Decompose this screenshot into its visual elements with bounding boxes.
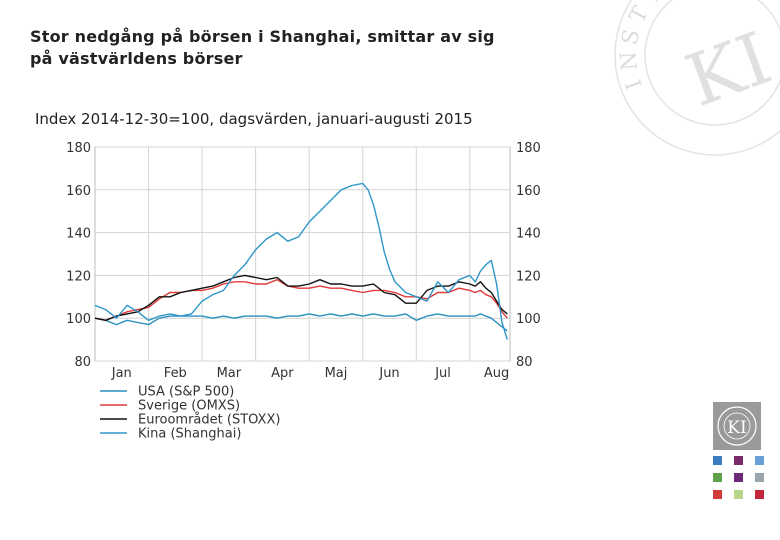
x-tick-label: Aug bbox=[484, 366, 509, 381]
series-line bbox=[94, 313, 508, 332]
color-square bbox=[734, 473, 743, 482]
series-line bbox=[94, 182, 508, 340]
color-square bbox=[734, 490, 743, 499]
y-tick-label-right: 180 bbox=[516, 141, 541, 156]
color-square bbox=[713, 456, 722, 465]
color-square bbox=[734, 456, 743, 465]
color-square bbox=[755, 490, 764, 499]
y-tick-label-left: 160 bbox=[66, 184, 91, 199]
color-square bbox=[713, 473, 722, 482]
y-tick-label-right: 160 bbox=[516, 184, 541, 199]
x-tick-label: Feb bbox=[164, 366, 187, 381]
color-square bbox=[755, 473, 764, 482]
series-line bbox=[94, 274, 508, 321]
watermark-letter: I bbox=[641, 0, 665, 7]
title-line-2: på västvärldens börser bbox=[30, 49, 243, 68]
watermark-letter: N bbox=[617, 50, 643, 71]
color-squares-grid bbox=[713, 456, 764, 499]
chart-subtitle: Index 2014-12-30=100, dagsvärden, januar… bbox=[35, 110, 473, 128]
y-tick-label-right: 120 bbox=[516, 269, 541, 284]
x-tick-label: Mar bbox=[217, 366, 242, 381]
chart-title: Stor nedgång på börsen i Shanghai, smitt… bbox=[30, 26, 550, 70]
line-chart: 80 80 100 100 120 120 140 140 160 160 180 180 Jan Feb… bbox=[66, 141, 541, 442]
y-tick-label-right: 100 bbox=[516, 312, 541, 327]
plot-frame bbox=[94, 146, 511, 362]
y-tick-label-left: 120 bbox=[66, 269, 91, 284]
color-square bbox=[755, 456, 764, 465]
x-tick-label: Apr bbox=[271, 366, 294, 381]
x-tick-label: Maj bbox=[325, 366, 348, 381]
ki-badge-icon: KI bbox=[713, 402, 761, 450]
x-tick-label: Jul bbox=[434, 366, 451, 381]
watermark-letter: T bbox=[625, 2, 654, 27]
x-tick-label: Jun bbox=[378, 366, 399, 381]
legend-label: Euroområdet (STOXX) bbox=[138, 413, 280, 428]
legend-label: USA (S&P 500) bbox=[138, 385, 234, 400]
y-tick-label-left: 180 bbox=[66, 141, 91, 156]
series-line bbox=[94, 279, 508, 321]
y-tick-label-left: 100 bbox=[66, 312, 91, 327]
badge-monogram: KI bbox=[727, 418, 746, 438]
y-tick-label-right: 140 bbox=[516, 227, 541, 242]
institute-watermark: INSTITUTET KI bbox=[614, 0, 780, 156]
y-tick-label-right: 80 bbox=[516, 355, 533, 370]
watermark-letter: I bbox=[621, 76, 647, 93]
legend-label: Sverige (OMXS) bbox=[138, 399, 240, 414]
watermark-letter: S bbox=[618, 27, 646, 47]
y-tick-label-left: 140 bbox=[66, 227, 91, 242]
color-square bbox=[713, 490, 722, 499]
y-tick-label-left: 80 bbox=[74, 355, 91, 370]
watermark-monogram: KI bbox=[675, 16, 780, 123]
x-tick-label: Jan bbox=[111, 366, 132, 381]
title-line-1: Stor nedgång på börsen i Shanghai, smitt… bbox=[30, 27, 495, 46]
legend-label: Kina (Shanghai) bbox=[138, 427, 241, 442]
